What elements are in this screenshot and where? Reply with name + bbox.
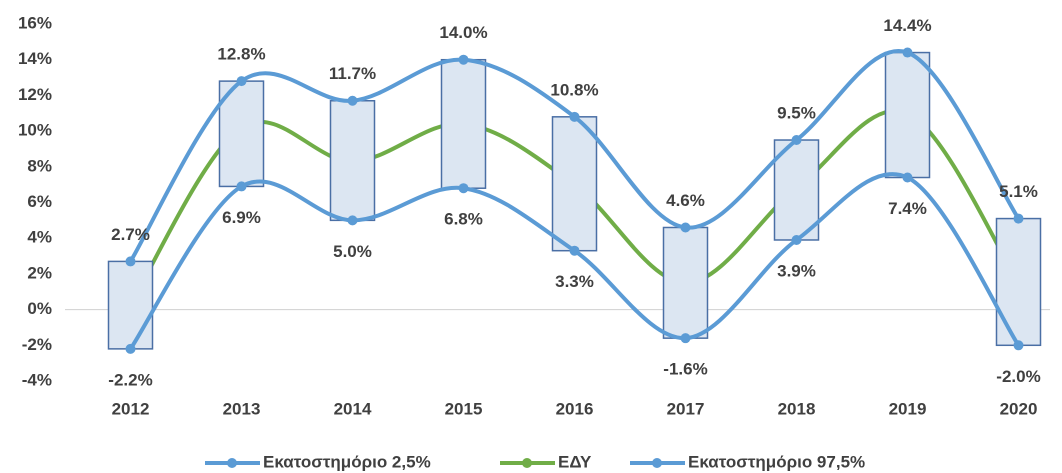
marker (347, 215, 358, 226)
data-label: -2.2% (108, 370, 152, 389)
y-tick-label: 0% (27, 299, 52, 318)
updown-bar (440, 58, 487, 189)
x-tick-label: 2020 (1000, 399, 1038, 418)
data-label: 10.8% (550, 80, 598, 99)
legend-label: Εκατοστημόριο 2,5% (263, 452, 431, 471)
y-tick-label: -2% (22, 335, 52, 354)
legend-marker (227, 458, 237, 468)
y-tick-label: 12% (18, 85, 52, 104)
updown-bar (551, 116, 598, 252)
data-label: 5.1% (999, 182, 1038, 201)
x-tick-label: 2012 (112, 399, 150, 418)
marker (236, 76, 247, 87)
marker (791, 135, 802, 146)
x-tick-label: 2015 (445, 399, 483, 418)
updown-bar (107, 260, 154, 350)
marker (680, 333, 691, 344)
marker (902, 47, 913, 58)
y-tick-label: 16% (18, 13, 52, 32)
x-tick-label: 2017 (667, 399, 705, 418)
updown-bar (773, 139, 820, 241)
marker (791, 234, 802, 245)
y-tick-label: 4% (27, 228, 52, 247)
data-label: 9.5% (777, 104, 816, 123)
marker (902, 172, 913, 183)
legend-label: Εκατοστημόριο 97,5% (688, 452, 865, 471)
data-label: 7.4% (888, 199, 927, 218)
marker (569, 111, 580, 122)
y-tick-label: 6% (27, 192, 52, 211)
legend-marker (652, 458, 662, 468)
series-line (128, 48, 1021, 263)
data-label: 12.8% (217, 45, 265, 64)
x-tick-label: 2018 (778, 399, 816, 418)
marker (236, 181, 247, 192)
marker (125, 256, 136, 267)
data-label: 4.6% (666, 191, 705, 210)
data-label: 6.9% (222, 208, 261, 227)
data-label: -2.0% (996, 367, 1040, 386)
y-tick-label: 8% (27, 156, 52, 175)
x-tick-label: 2013 (223, 399, 261, 418)
y-tick-label: -4% (22, 370, 52, 389)
marker (569, 245, 580, 256)
marker (458, 183, 469, 194)
data-label: 3.9% (777, 261, 816, 280)
y-tick-label: 14% (18, 49, 52, 68)
data-label: 3.3% (555, 272, 594, 291)
marker (680, 222, 691, 233)
legend-label: ΕΔΥ (558, 452, 592, 471)
marker (458, 54, 469, 65)
x-tick-label: 2016 (556, 399, 594, 418)
updown-bar (662, 226, 709, 339)
x-tick-label: 2019 (889, 399, 927, 418)
data-label: 11.7% (329, 64, 376, 83)
x-tick-label: 2014 (334, 399, 372, 418)
data-label: 5.0% (333, 242, 372, 261)
marker (347, 95, 358, 106)
updown-bar (329, 100, 376, 222)
marker (1013, 340, 1024, 351)
data-label: 14.4% (883, 16, 931, 35)
y-tick-label: 10% (18, 121, 52, 140)
updown-bar (884, 51, 931, 179)
updown-bar (218, 80, 265, 188)
y-tick-label: 2% (27, 263, 52, 282)
marker (125, 343, 136, 354)
data-label: 14.0% (439, 23, 487, 42)
data-label: 2.7% (111, 225, 150, 244)
updown-bar (995, 217, 1042, 347)
marker (1013, 213, 1024, 224)
data-label: 6.8% (444, 210, 483, 229)
legend-marker (522, 458, 532, 468)
data-label: -1.6% (663, 360, 707, 379)
